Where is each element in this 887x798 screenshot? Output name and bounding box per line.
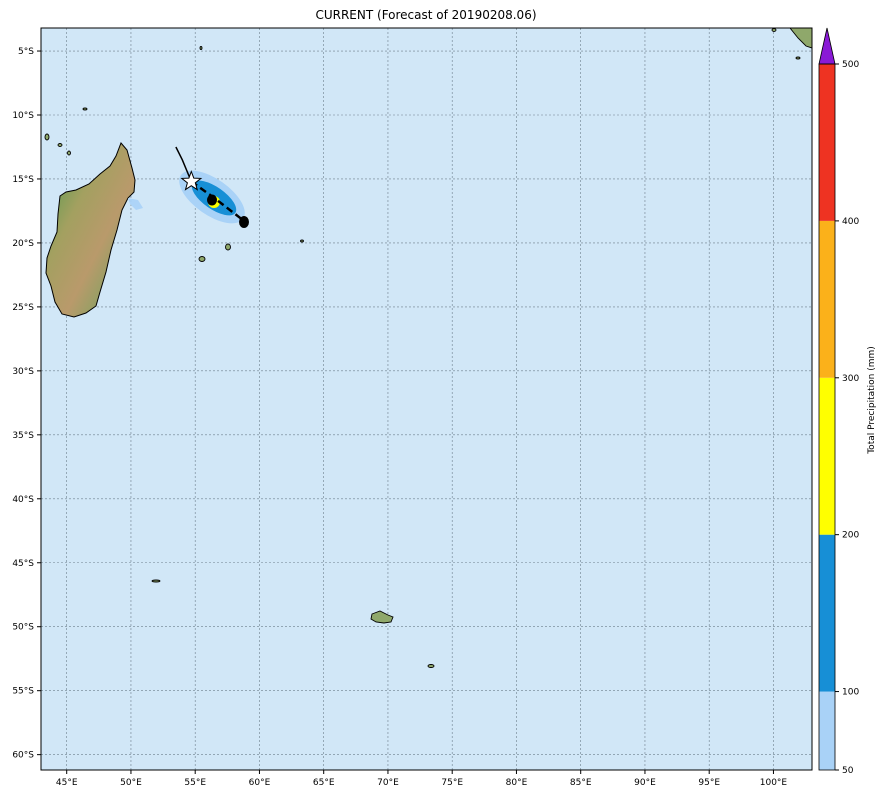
- map-frame: [40, 27, 813, 771]
- lat-tick-label: 20°S: [12, 239, 34, 249]
- lon-tick-label: 90°E: [634, 778, 656, 788]
- lon-tick-label: 80°E: [506, 778, 528, 788]
- colorbar-segment: [819, 220, 835, 378]
- colorbar: 50 100 200 300 400 500: [818, 27, 859, 776]
- map-title: CURRENT (Forecast of 20190208.06): [315, 8, 537, 22]
- lat-tick-label: 55°S: [12, 687, 34, 697]
- lat-tick-label: 45°S: [12, 559, 34, 569]
- colorbar-tick-label: 200: [842, 531, 859, 541]
- lon-tick-label: 45°E: [56, 778, 78, 788]
- colorbar-extend-arrow: [818, 27, 836, 65]
- island-black-2: [239, 216, 249, 228]
- lat-tick-label: 5°S: [18, 47, 34, 57]
- graticule: [41, 28, 812, 770]
- lon-tick-label: 50°E: [120, 778, 142, 788]
- lon-tick-label: 60°E: [249, 778, 271, 788]
- lon-tick-label: 85°E: [570, 778, 592, 788]
- madagascar-landmass: [45, 142, 136, 318]
- colorbar-segment: [819, 64, 835, 221]
- lat-tick-label: 25°S: [12, 303, 34, 313]
- colorbar-tick-label: 400: [842, 217, 859, 227]
- storm-position-star-icon[interactable]: [180, 170, 203, 191]
- lat-tick-label: 15°S: [12, 175, 34, 185]
- longitude-axis: 45°E 50°E 55°E 60°E 65°E 70°E 75°E 80°E 85°E 90°E…: [56, 770, 788, 788]
- lon-tick-label: 100°E: [760, 778, 788, 788]
- colorbar-tick-label: 100: [842, 688, 859, 698]
- lon-tick-label: 55°E: [184, 778, 206, 788]
- colorbar-segment: [819, 377, 835, 535]
- lat-tick-label: 10°S: [12, 111, 34, 121]
- small-islands: [44, 28, 812, 668]
- storm-track-past: [175, 146, 192, 182]
- ocean: [41, 28, 812, 770]
- colorbar-frame: [818, 63, 836, 771]
- colorbar-segment: [819, 691, 835, 770]
- colorbar-tick-label: 500: [842, 60, 859, 70]
- colorbar-segment: [819, 534, 835, 692]
- madagascar-precip-fringe: [128, 198, 143, 210]
- lat-tick-label: 30°S: [12, 367, 34, 377]
- colorbar-tick-label: 50: [842, 766, 854, 776]
- lon-tick-label: 75°E: [441, 778, 463, 788]
- lat-tick-label: 40°S: [12, 495, 34, 505]
- storm-track-forecast: [190, 180, 244, 221]
- lon-tick-label: 65°E: [313, 778, 335, 788]
- lat-tick-label: 35°S: [12, 431, 34, 441]
- colorbar-tick-label: 300: [842, 374, 859, 384]
- lat-tick-label: 50°S: [12, 623, 34, 633]
- lat-tick-label: 60°S: [12, 751, 34, 761]
- latitude-axis: 5°S 10°S 15°S 20°S 25°S 30°S 35°S 40°S 45°S 50°S 5…: [12, 47, 41, 761]
- lon-tick-label: 70°E: [377, 778, 399, 788]
- lon-tick-label: 95°E: [698, 778, 720, 788]
- colorbar-label: Total Precipitation (mm): [867, 346, 877, 455]
